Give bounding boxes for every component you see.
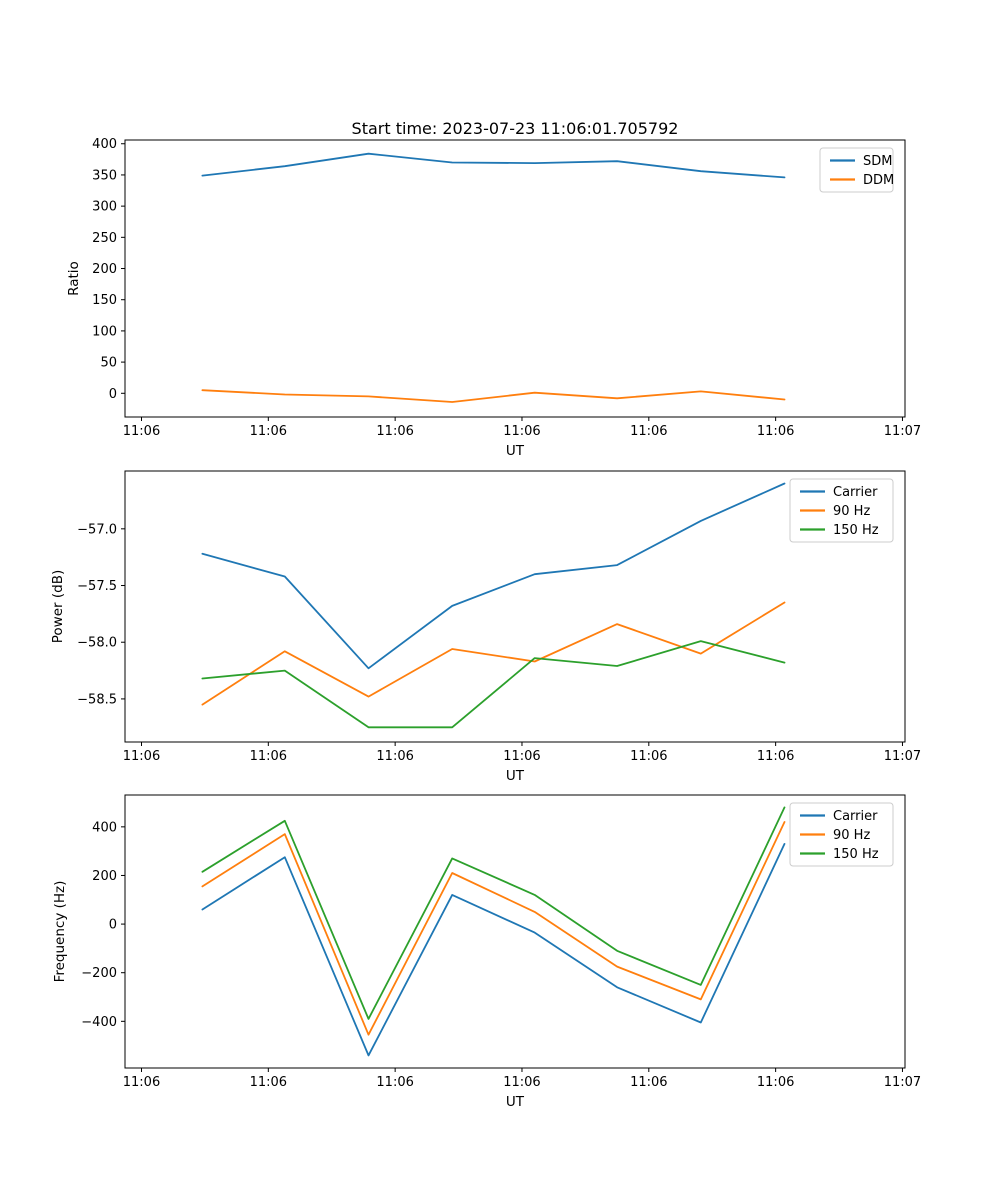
legend-label: 150 Hz [833,523,879,538]
legend-box [789,478,894,543]
x-tick-label: 11:06 [250,1075,287,1090]
series-line-carrier [201,482,786,670]
legend-box [789,802,894,867]
x-axis-label: UT [506,768,525,784]
legend-label: 150 Hz [833,847,879,862]
figure-title: Start time: 2023-07-23 11:06:01.705792 [351,119,679,138]
y-tick-label: −200 [81,966,117,981]
y-axis-label: Frequency (Hz) [52,881,68,983]
axes-frame [124,139,906,418]
x-tick-label: 11:06 [503,424,540,439]
legend-label: SDM [863,154,892,169]
x-tick-label: 11:06 [757,424,794,439]
x-tick-label: 11:06 [376,424,413,439]
x-tick-label: 11:06 [757,1075,794,1090]
legend-label: Carrier [833,485,878,500]
y-tick-label: 200 [92,869,117,884]
axes-frame [124,470,906,743]
x-tick-label: 11:06 [757,749,794,764]
y-tick-label: 200 [92,262,117,277]
y-axis-label: Power (dB) [50,570,66,643]
y-axis-label: Ratio [66,261,82,296]
x-tick-label: 11:06 [250,749,287,764]
x-tick-label: 11:07 [884,424,921,439]
series-line-90-hz [201,821,786,1036]
y-tick-label: 100 [92,324,117,339]
y-tick-label: 250 [92,231,117,246]
y-tick-label: 400 [92,137,117,152]
y-tick-label: 150 [92,293,117,308]
y-tick-label: −58.0 [77,636,117,651]
y-tick-label: 0 [109,387,117,402]
series-line-150-hz [201,640,786,729]
legend-label: Carrier [833,809,878,824]
series-line-150-hz [201,806,786,1020]
y-tick-label: 50 [100,356,117,371]
x-tick-label: 11:07 [884,1075,921,1090]
x-tick-label: 11:06 [630,749,667,764]
x-tick-label: 11:06 [250,424,287,439]
legend-label: DDM [863,173,894,188]
x-tick-label: 11:06 [376,1075,413,1090]
x-tick-label: 11:06 [503,1075,540,1090]
x-tick-label: 11:06 [630,424,667,439]
x-tick-label: 11:06 [630,1075,667,1090]
series-line-90-hz [201,601,786,706]
chart-1: 0 50 100 150 200 250 300 350 400 11:06 11:06 11:06 1… [66,137,921,459]
y-tick-label: 0 [109,918,117,933]
y-tick-label: −400 [81,1015,117,1030]
x-tick-label: 11:06 [123,749,160,764]
x-tick-label: 11:07 [884,749,921,764]
series-line-sdm [201,152,786,179]
y-tick-label: 400 [92,820,117,835]
series-line-carrier [201,843,786,1057]
y-tick-label: −58.5 [77,692,117,707]
legend-box [819,147,894,193]
x-tick-label: 11:06 [123,1075,160,1090]
y-tick-label: −57.5 [77,579,117,594]
chart-2: −58.5 −58.0 −57.5 −57.0 11:06 11:06 11:06 11:06… [50,470,921,784]
x-axis-label: UT [506,443,525,459]
y-tick-label: 300 [92,200,117,215]
y-tick-label: 350 [92,168,117,183]
chart-3: −400 −200 0 200 400 11:06 11:06 11:06 11:06 11:06… [52,794,921,1110]
x-tick-label: 11:06 [123,424,160,439]
x-axis-label: UT [506,1094,525,1110]
y-tick-label: −57.0 [77,522,117,537]
legend-label: 90 Hz [833,504,870,519]
legend-label: 90 Hz [833,828,870,843]
axes-frame [124,794,906,1069]
x-tick-label: 11:06 [503,749,540,764]
x-tick-label: 11:06 [376,749,413,764]
series-line-ddm [201,389,786,403]
